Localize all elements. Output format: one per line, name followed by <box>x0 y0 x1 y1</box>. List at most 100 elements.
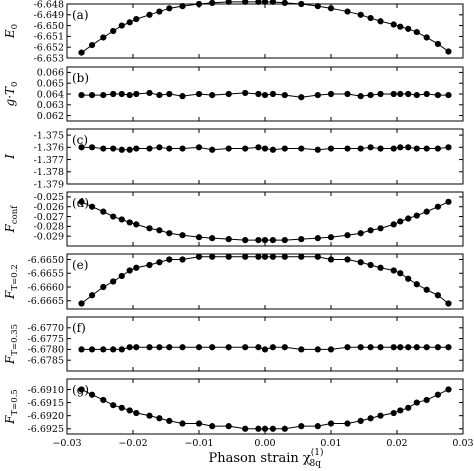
data-point <box>367 14 374 22</box>
data-point <box>255 90 262 98</box>
data-point <box>209 253 216 260</box>
data-point <box>357 259 364 266</box>
y-tick-label: -6.649 <box>34 10 64 21</box>
y-axis-label: FT=0.2 <box>3 264 20 300</box>
data-point <box>261 346 269 353</box>
data-point <box>126 267 133 274</box>
data-point <box>166 230 173 237</box>
data-point <box>255 0 262 5</box>
y-tick-label: -0.027 <box>34 212 64 223</box>
data-point <box>146 225 153 232</box>
data-point <box>242 237 249 244</box>
data-point <box>225 90 232 98</box>
data-point <box>100 396 107 404</box>
data-point <box>179 93 186 100</box>
data-point <box>445 48 452 55</box>
y-tick-label: 0.064 <box>37 89 64 100</box>
data-point <box>357 11 364 18</box>
data-point <box>179 232 186 239</box>
data-point <box>327 90 335 98</box>
data-point <box>314 253 321 260</box>
data-point <box>156 91 163 99</box>
data-point <box>100 145 107 152</box>
y-axis-label-main: g·T <box>3 86 17 106</box>
data-point <box>133 16 140 23</box>
y-axis-label: FT=0.35 <box>3 324 20 365</box>
data-point <box>281 0 288 7</box>
panel-label: (c) <box>72 133 88 147</box>
data-point <box>397 407 404 414</box>
data-point <box>434 344 442 351</box>
data-point <box>255 237 262 244</box>
series-line <box>81 201 449 241</box>
data-point <box>146 261 153 269</box>
data-point <box>397 218 404 225</box>
data-point <box>126 219 133 226</box>
panel-label: (f) <box>72 321 86 335</box>
panel-e: -6.6650 -6.6655 -6.6660 -6.6665 (e) FT=0.2 <box>3 253 464 310</box>
data-point <box>357 230 364 237</box>
x-axis-label-main: Phason strain χ <box>208 451 310 466</box>
data-point <box>166 90 173 98</box>
data-point <box>314 146 321 153</box>
data-point <box>413 399 420 406</box>
data-point <box>100 91 107 99</box>
data-point <box>423 34 430 41</box>
data-point <box>146 145 153 152</box>
data-point <box>118 216 125 223</box>
data-point <box>261 0 269 5</box>
y-tick-label: -1.377 <box>34 155 64 166</box>
y-tick-label: -1.375 <box>34 130 64 141</box>
data-point <box>242 344 249 351</box>
data-point <box>405 25 412 32</box>
data-point <box>281 425 288 432</box>
data-point <box>269 425 277 432</box>
data-point <box>269 253 277 260</box>
data-point <box>390 409 397 417</box>
y-tick-label: 0.063 <box>37 100 64 111</box>
data-point <box>118 404 125 411</box>
data-point <box>344 232 351 239</box>
data-point <box>78 300 85 307</box>
data-point <box>110 402 117 409</box>
data-point <box>156 227 163 234</box>
panel-a: -6.648-6.649-6.650-6.651-6.652-6.653 (a) E… <box>3 0 464 64</box>
data-point <box>344 344 351 351</box>
y-axis-label-subscript: T=0.2 <box>10 264 20 290</box>
data-point <box>367 91 374 99</box>
data-point <box>445 300 452 307</box>
data-point <box>377 225 384 232</box>
data-point <box>118 22 125 29</box>
y-tick-label: -6.6775 <box>28 334 64 345</box>
data-point <box>225 253 232 260</box>
panel-label: (g) <box>72 383 89 397</box>
data-point <box>110 90 117 98</box>
data-point <box>242 89 249 97</box>
data-point <box>225 0 232 5</box>
data-point <box>78 198 85 205</box>
data-point <box>327 5 335 12</box>
data-point <box>225 236 232 243</box>
data-point <box>434 391 442 398</box>
data-point <box>133 409 140 417</box>
y-tick-label: -6.6920 <box>28 411 64 422</box>
y-axis-label: E0 <box>3 24 20 39</box>
y-tick-label: -6.652 <box>34 43 64 54</box>
data-point <box>281 91 288 99</box>
data-point <box>367 261 374 269</box>
data-point <box>100 346 107 353</box>
panel-label: (e) <box>72 258 88 272</box>
data-point <box>179 256 186 263</box>
data-point <box>390 145 397 152</box>
data-point <box>269 344 277 351</box>
data-point <box>269 146 277 153</box>
data-point <box>195 420 203 427</box>
data-point <box>390 90 397 98</box>
data-point <box>269 90 277 98</box>
data-point <box>314 91 321 99</box>
data-point <box>166 145 173 152</box>
data-point <box>126 146 133 153</box>
data-point <box>434 91 442 99</box>
x-tick-label: 0.03 <box>452 438 473 449</box>
